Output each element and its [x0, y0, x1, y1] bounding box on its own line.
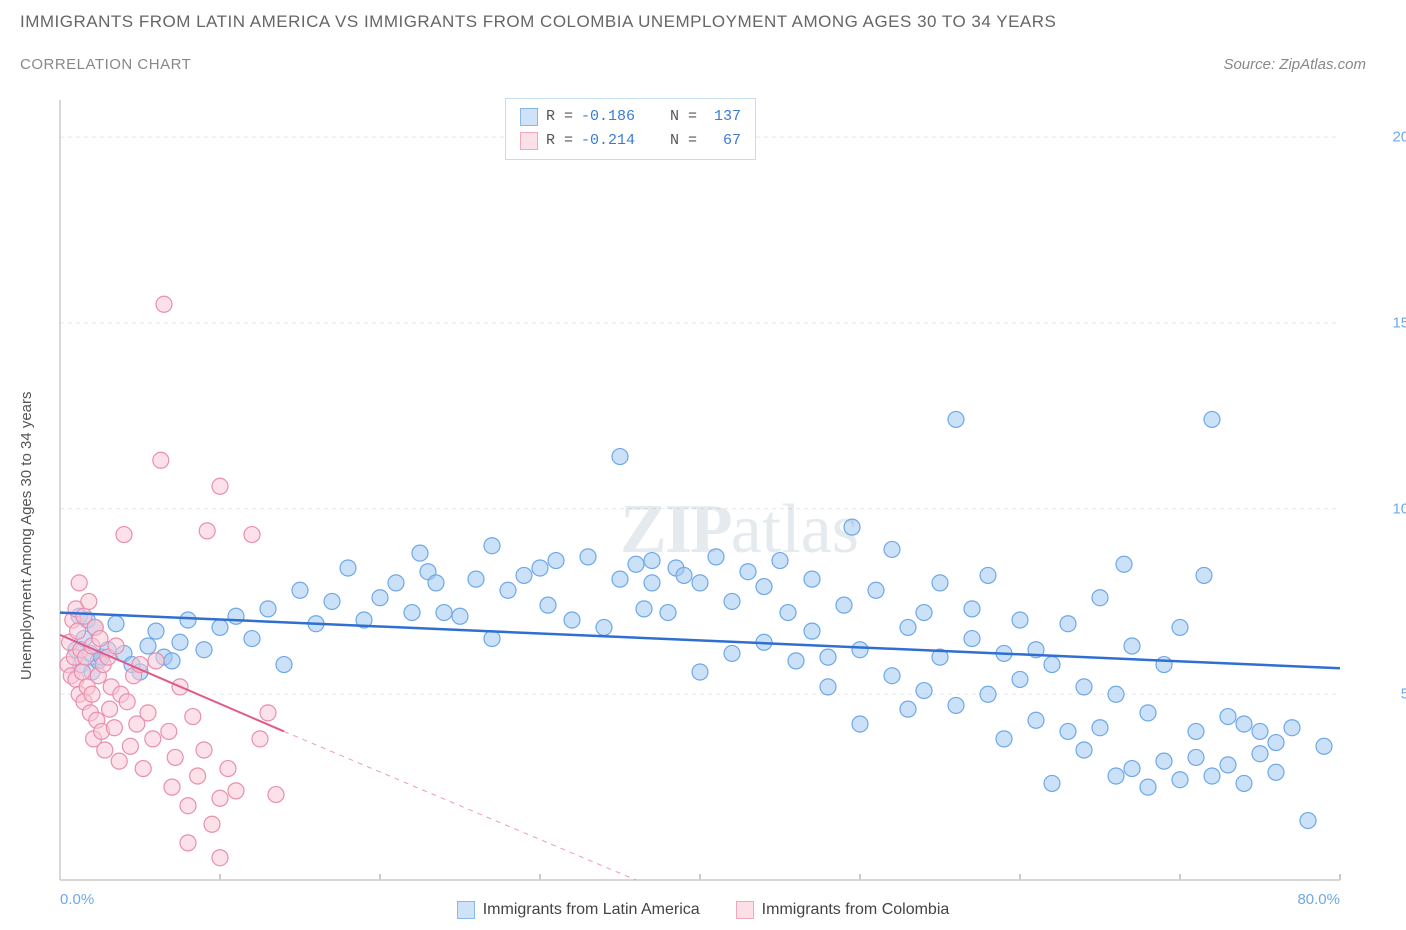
- y-tick-label: 20.0%: [1392, 129, 1406, 146]
- legend-swatch: [736, 901, 754, 919]
- y-tick-label: 10.0%: [1392, 500, 1406, 517]
- correlation-legend: R = -0.186 N = 137R = -0.214 N = 67: [505, 98, 756, 160]
- scatter-chart: [60, 90, 1380, 880]
- series-legend: Immigrants from Latin America Immigrants …: [0, 901, 1406, 924]
- legend-swatch: [457, 901, 475, 919]
- legend-swatch: [520, 132, 538, 150]
- chart-title: IMMIGRANTS FROM LATIN AMERICA VS IMMIGRA…: [20, 12, 1056, 32]
- legend-swatch: [520, 108, 538, 126]
- legend-row: R = -0.186 N = 137: [520, 105, 741, 129]
- legend-row: R = -0.214 N = 67: [520, 129, 741, 153]
- y-tick-label: 5.0%: [1401, 686, 1406, 703]
- y-tick-label: 15.0%: [1392, 314, 1406, 331]
- chart-subtitle: CORRELATION CHART: [20, 56, 191, 73]
- legend-item: Immigrants from Latin America: [457, 901, 700, 919]
- legend-item: Immigrants from Colombia: [736, 901, 950, 919]
- chart-area: ZIPatlas 5.0%10.0%15.0%20.0%0.0%80.0%R =…: [60, 90, 1380, 880]
- source-label: Source: ZipAtlas.com: [1223, 56, 1366, 73]
- y-axis-label: Unemployment Among Ages 30 to 34 years: [18, 391, 35, 680]
